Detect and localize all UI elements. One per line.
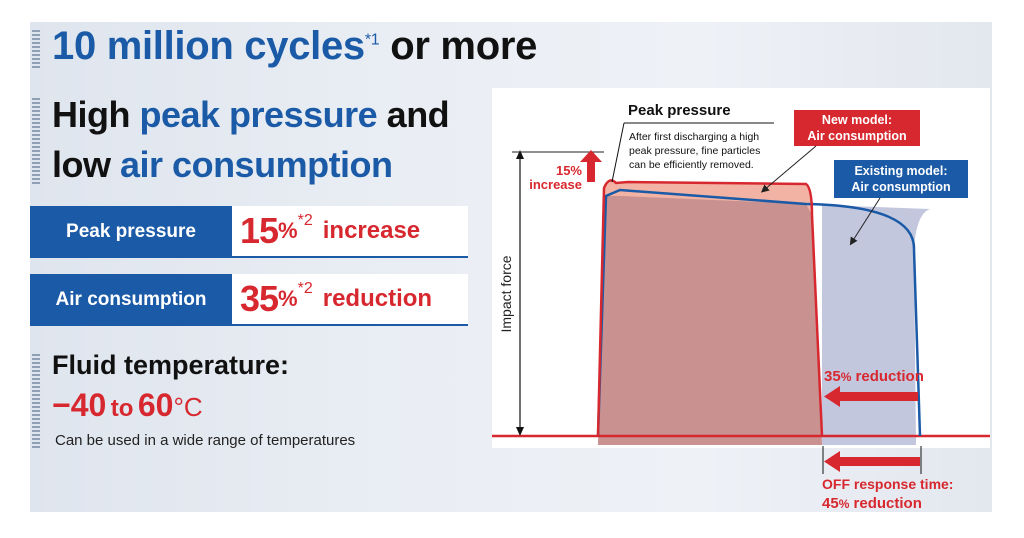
overlap-area [598, 196, 822, 445]
metric-peak-pressure: Peak pressure 15% *2 increase [30, 206, 468, 258]
increase-arrow-shaft [587, 160, 595, 182]
existing-model-area [822, 205, 930, 445]
increase-percent: 15% [556, 163, 582, 178]
increase-word: increase [529, 177, 582, 192]
fluid-unit: °C [173, 392, 203, 422]
metric-label: Peak pressure [30, 206, 232, 258]
air-reduction-label: 35% reduction [824, 368, 924, 385]
existing-model-pointer [849, 197, 881, 246]
off-response-word: reduction [849, 495, 922, 512]
fluid-note: Can be used in a wide range of temperatu… [55, 432, 356, 449]
existing-model-label: Existing model: [854, 164, 947, 178]
new-model-label-box [794, 110, 920, 146]
headline-main: 10 million cycles [52, 24, 365, 68]
subheading-line1: High peak pressure and [52, 94, 450, 136]
new-model-pointer [760, 145, 817, 193]
air-reduction-arrow-shaft [838, 392, 918, 401]
metric-value: 35% *2 reduction [232, 274, 468, 326]
fluid-range-to-word: to [110, 395, 134, 422]
response-arrow-shaft [838, 457, 920, 466]
fluid-title: Fluid temperature: [52, 350, 290, 380]
subheading-word: and [386, 94, 450, 135]
metric-value: 15% *2 increase [232, 206, 468, 258]
metric-number: 15 [240, 210, 279, 251]
new-model-label: Air consumption [807, 129, 906, 143]
metric-label: Air consumption [30, 274, 232, 326]
fluid-stripe [32, 354, 40, 450]
y-axis-label: Impact force [498, 255, 514, 332]
metric-number: 35 [240, 278, 279, 319]
increase-arrow-icon [580, 150, 602, 162]
air-reduction-word: reduction [851, 368, 924, 385]
peak-desc-line: can be efficiently removed. [629, 159, 754, 171]
metric-unit: % [278, 286, 298, 311]
headline: 10 million cycles*1 or more [52, 24, 537, 69]
existing-model-label: Air consumption [851, 180, 950, 194]
metric-unit: % [278, 218, 298, 243]
fluid-range-from: −40 [52, 387, 107, 423]
peak-desc-line: peak pressure, fine particles [629, 145, 760, 157]
new-model-curve [596, 179, 824, 437]
left-arrow-icon [824, 451, 840, 472]
air-reduction-unit: % [841, 370, 852, 384]
axis-arrow-down-icon [516, 427, 524, 436]
off-response-label: OFF response time: [822, 476, 953, 492]
off-response-number: 45 [822, 495, 839, 512]
air-reduction-value: 35 [824, 368, 841, 385]
peak-desc-line: After first discharging a high [629, 131, 759, 143]
subheading-word: low [52, 144, 111, 185]
left-arrow-icon [824, 386, 840, 407]
existing-model-label-box [834, 160, 968, 198]
fluid-range-to: 60 [137, 387, 174, 423]
subheading-word: peak pressure [139, 94, 378, 135]
metric-air-consumption: Air consumption 35% *2 reduction [30, 274, 468, 326]
subheading-stripe [32, 98, 40, 184]
peak-callout-line [611, 122, 625, 183]
axis-arrow-up-icon [516, 150, 524, 159]
headline-stripe [32, 30, 40, 70]
metric-note: *2 [297, 212, 313, 229]
metric-word: reduction [322, 285, 433, 312]
headline-tail: or more [390, 24, 538, 68]
metric-note: *2 [297, 280, 313, 297]
off-response-value: 45% reduction [822, 495, 922, 512]
headline-note: *1 [364, 31, 380, 49]
existing-model-curve [596, 188, 922, 437]
new-model-label: New model: [822, 113, 892, 127]
peak-pressure-title: Peak pressure [628, 102, 731, 119]
subheading-word: High [52, 94, 130, 135]
subheading-word: air consumption [120, 144, 393, 185]
metric-word: increase [322, 217, 421, 244]
subheading-line2: low air consumption [52, 144, 393, 186]
off-response-unit: % [839, 497, 850, 511]
fluid-range: −40 to 60°C [52, 387, 203, 424]
